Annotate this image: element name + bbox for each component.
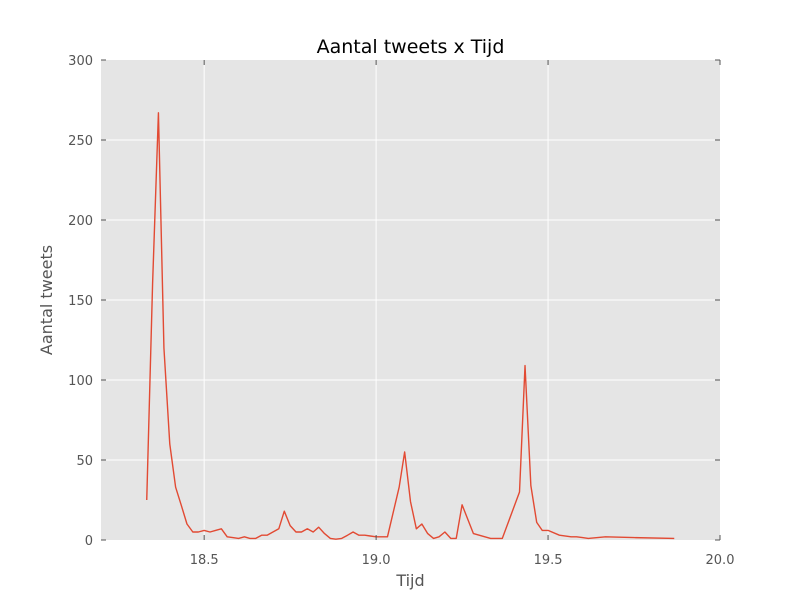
data-point [427, 533, 428, 534]
data-point [542, 530, 543, 531]
data-point [272, 531, 273, 532]
data-point [456, 538, 457, 539]
data-point [244, 536, 245, 537]
data-point [215, 530, 216, 531]
data-point [347, 535, 348, 536]
data-point [404, 451, 405, 452]
data-point [364, 535, 365, 536]
data-point [352, 531, 353, 532]
y-tick-label: 0 [85, 534, 93, 549]
data-point [158, 112, 159, 113]
data-point [186, 523, 187, 524]
data-point [502, 538, 503, 539]
data-point [221, 528, 222, 529]
y-tick-label: 50 [76, 454, 93, 469]
data-point [341, 538, 342, 539]
data-point [438, 536, 439, 537]
data-point [278, 528, 279, 529]
x-tick-label: 20.0 [706, 553, 735, 568]
data-point [582, 537, 583, 538]
data-point [175, 487, 176, 488]
data-point [290, 525, 291, 526]
data-point [307, 528, 308, 529]
data-point [473, 533, 474, 534]
data-point [410, 501, 411, 502]
data-point [295, 531, 296, 532]
y-tick-label: 150 [68, 294, 93, 309]
y-tick-label: 300 [68, 54, 93, 69]
data-point [559, 535, 560, 536]
data-point [313, 531, 314, 532]
data-point [633, 537, 634, 538]
data-point [169, 443, 170, 444]
data-point [249, 538, 250, 539]
data-point [324, 533, 325, 534]
series-line [146, 112, 675, 540]
series-layer [146, 112, 675, 540]
data-point [433, 538, 434, 539]
y-tick-label: 200 [68, 214, 93, 229]
data-point [146, 499, 147, 500]
data-point [318, 527, 319, 528]
data-point [204, 530, 205, 531]
data-point [530, 485, 531, 486]
data-point [181, 504, 182, 505]
data-point [519, 491, 520, 492]
data-point [266, 535, 267, 536]
data-point [536, 522, 537, 523]
grid [101, 60, 720, 540]
data-point [227, 536, 228, 537]
data-point [261, 535, 262, 536]
data-point [421, 523, 422, 524]
data-point [416, 528, 417, 529]
data-point [192, 531, 193, 532]
data-point [232, 537, 233, 538]
chart-title: Aantal tweets x Tijd [317, 36, 505, 58]
data-point [674, 538, 675, 539]
y-tick-label: 100 [68, 374, 93, 389]
data-point [450, 538, 451, 539]
data-point [152, 283, 153, 284]
x-axis-label: Tijd [395, 571, 424, 590]
data-point [490, 538, 491, 539]
data-point [198, 531, 199, 532]
data-point [255, 538, 256, 539]
data-point [399, 487, 400, 488]
data-point [576, 536, 577, 537]
y-axis-label: Aantal tweets [37, 245, 56, 355]
data-point [461, 504, 462, 505]
data-point [547, 530, 548, 531]
x-tick-label: 18.5 [190, 553, 219, 568]
data-point [605, 536, 606, 537]
data-point [163, 347, 164, 348]
x-tick-label: 19.5 [534, 553, 563, 568]
data-point [335, 539, 336, 540]
data-point [358, 535, 359, 536]
data-point [524, 365, 525, 366]
data-point [387, 536, 388, 537]
ticks: 18.5 19.0 19.5 20.0 0 50 100 150 200 250 300 [68, 54, 734, 568]
y-tick-label: 250 [68, 134, 93, 149]
data-point [444, 531, 445, 532]
data-point [238, 538, 239, 539]
data-point [209, 531, 210, 532]
data-point [570, 536, 571, 537]
data-point [284, 511, 285, 512]
x-tick-label: 19.0 [362, 553, 391, 568]
data-point [588, 538, 589, 539]
data-point [301, 531, 302, 532]
data-point [370, 535, 371, 536]
data-point [330, 538, 331, 539]
